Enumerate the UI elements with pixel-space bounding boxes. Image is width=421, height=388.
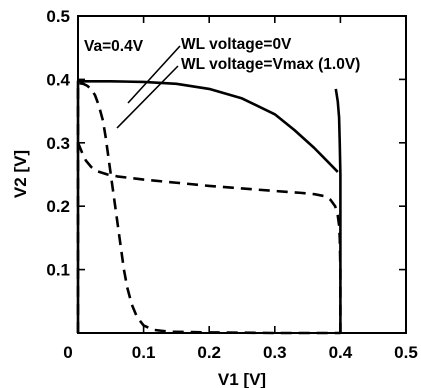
series-line-4 bbox=[334, 88, 342, 333]
series-line-2 bbox=[76, 142, 342, 333]
x-tick-label: 0.1 bbox=[132, 343, 156, 362]
y-tick-label: 0.5 bbox=[46, 7, 70, 26]
annotation-va: Va=0.4V bbox=[84, 38, 144, 55]
annotation-wlvmax: WL voltage=Vmax (1.0V) bbox=[181, 56, 360, 73]
y-axis-label: V2 [V] bbox=[11, 150, 30, 198]
annotation-wl0: WL voltage=0V bbox=[181, 36, 292, 53]
x-tick-label: 0.3 bbox=[263, 343, 287, 362]
x-tick-labels: 0 0.1 0.2 0.3 0.4 0.5 bbox=[63, 343, 418, 362]
tick-marks bbox=[78, 16, 406, 333]
leader-lines bbox=[116, 45, 181, 129]
leader-line-wlvmax bbox=[116, 65, 179, 129]
x-tick-label: 0.4 bbox=[329, 343, 353, 362]
series-line-1 bbox=[76, 81, 341, 335]
y-tick-label: 0.2 bbox=[46, 197, 70, 216]
x-tick-label: 0.5 bbox=[394, 343, 418, 362]
series-layer bbox=[76, 80, 342, 335]
y-tick-label: 0.3 bbox=[46, 134, 70, 153]
x-axis-label: V1 [V] bbox=[218, 370, 266, 388]
y-tick-label: 0.1 bbox=[46, 261, 70, 280]
x-tick-label: 0 bbox=[63, 343, 72, 362]
series-line-3 bbox=[76, 80, 339, 333]
y-tick-label: 0.4 bbox=[46, 70, 70, 89]
x-tick-label: 0.2 bbox=[197, 343, 221, 362]
y-tick-labels: 0.1 0.2 0.3 0.4 0.5 bbox=[46, 7, 70, 280]
leader-line-wl0 bbox=[127, 45, 181, 104]
plot-frame bbox=[77, 15, 407, 334]
